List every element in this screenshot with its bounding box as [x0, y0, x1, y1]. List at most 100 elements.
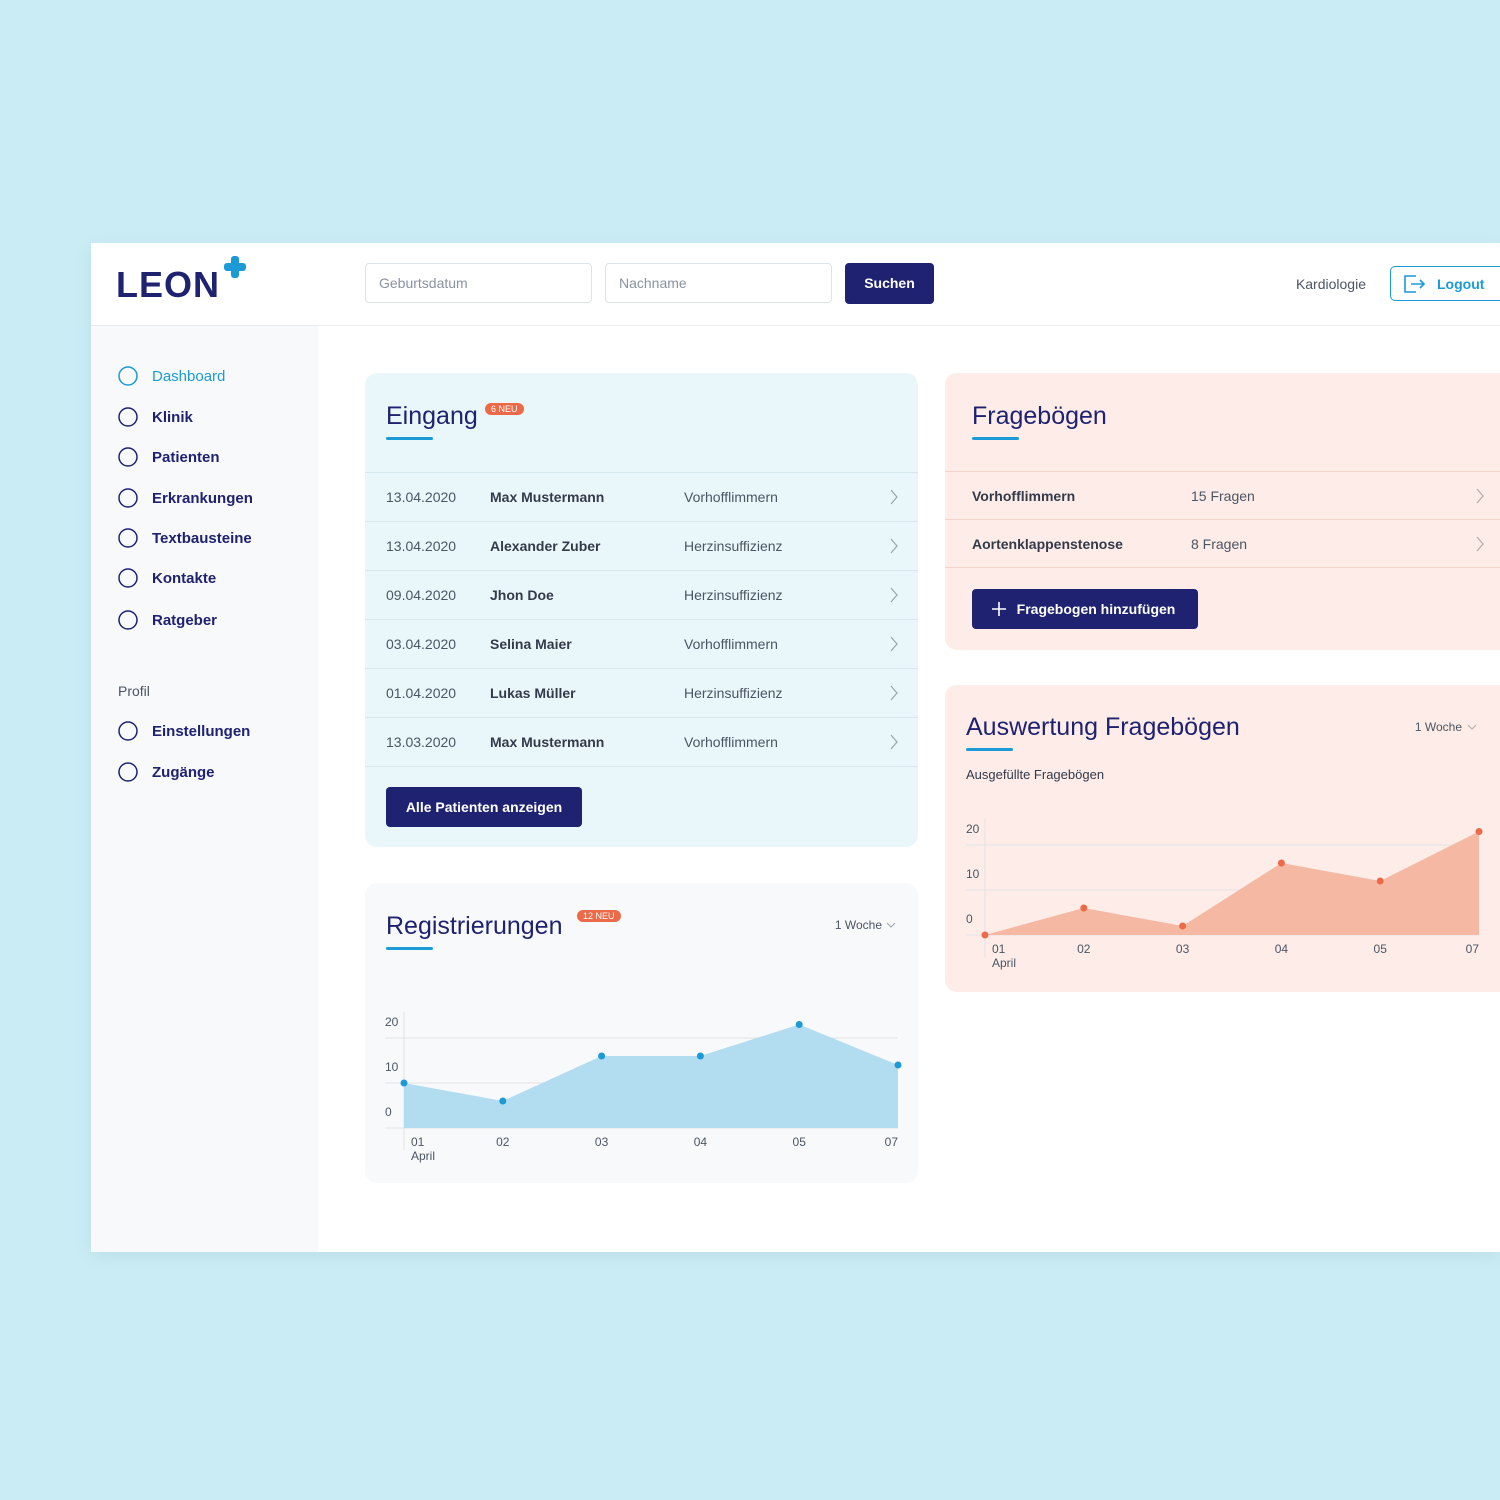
x-tick-label: 03: [595, 1135, 609, 1149]
row-divider: [365, 521, 918, 522]
row-name[interactable]: Aortenklappenstenose: [972, 536, 1123, 552]
row-name[interactable]: Selina Maier: [490, 636, 572, 652]
nav-item[interactable]: Textbausteine: [152, 530, 252, 547]
registrations-card: [365, 883, 918, 1183]
row-diagnosis[interactable]: Herzinsuffizienz: [684, 685, 783, 701]
x-axis-label: April: [992, 956, 1016, 970]
x-tick-label: 01: [992, 942, 1006, 956]
data-point: [400, 1079, 408, 1087]
department: Kardiologie: [1295, 276, 1366, 292]
title-underline: [386, 437, 433, 440]
evaluation-card: [945, 685, 1500, 992]
data-point: [1376, 877, 1384, 885]
profile-heading: Profil: [118, 683, 150, 699]
row-name[interactable]: Vorhofflimmern: [972, 488, 1076, 504]
row-divider: [365, 472, 918, 473]
select-chevron: [886, 922, 896, 928]
x-tick-label: 05: [1374, 942, 1388, 956]
x-axis-label: April: [411, 1149, 435, 1163]
row-diagnosis[interactable]: Herzinsuffizienz: [684, 538, 783, 554]
inbox-card: [365, 373, 918, 847]
row-name[interactable]: Alexander Zuber: [490, 538, 601, 554]
x-tick-label: 05: [793, 1135, 807, 1149]
row-date[interactable]: 13.04.2020: [386, 489, 457, 505]
card-title: Fragebögen: [972, 402, 1107, 430]
row-diagnosis[interactable]: Vorhofflimmern: [684, 734, 778, 750]
row-date[interactable]: 09.04.2020: [386, 587, 457, 603]
nav-icon: [118, 528, 138, 548]
x-tick-label: 07: [885, 1135, 899, 1149]
data-point: [1179, 922, 1187, 930]
badge: 6 NEU: [485, 403, 524, 415]
data-point: [598, 1052, 606, 1060]
area: [404, 1024, 898, 1128]
row-divider: [945, 519, 1500, 520]
card-title: Auswertung Fragebögen: [966, 713, 1240, 741]
data-point: [981, 931, 989, 939]
nav-item[interactable]: Erkrankungen: [152, 490, 253, 507]
data-point: [696, 1052, 704, 1060]
chart-subtitle: Ausgefüllte Fragebögen: [966, 767, 1105, 782]
y-tick-label: 10: [966, 867, 980, 881]
chevron: [890, 685, 898, 701]
chevron: [1476, 536, 1484, 552]
data-point: [499, 1097, 507, 1105]
x-tick-label: 02: [1077, 942, 1091, 956]
logo[interactable]: LEON: [116, 264, 221, 305]
row-date[interactable]: 03.04.2020: [386, 636, 457, 652]
chevron: [890, 538, 898, 554]
title-underline: [966, 748, 1013, 751]
nav-icon: [118, 366, 138, 386]
row-count[interactable]: 8 Fragen: [1191, 536, 1248, 552]
logout-label[interactable]: Logout: [1437, 276, 1485, 292]
search-input[interactable]: Geburtsdatum: [365, 263, 592, 303]
search-input[interactable]: Nachname: [605, 263, 832, 303]
sidebar: [91, 326, 318, 1252]
logout-button[interactable]: [1390, 266, 1500, 301]
chevron: [890, 489, 898, 505]
nav-item[interactable]: Kontakte: [152, 570, 217, 587]
nav-item[interactable]: Ratgeber: [152, 612, 218, 629]
period-select[interactable]: 1 Woche: [1414, 720, 1462, 734]
row-date[interactable]: 13.04.2020: [386, 538, 457, 554]
nav-item[interactable]: Dashboard: [152, 368, 226, 385]
row-name[interactable]: Jhon Doe: [490, 587, 554, 603]
row-diagnosis[interactable]: Vorhofflimmern: [684, 636, 778, 652]
row-date[interactable]: 13.03.2020: [386, 734, 457, 750]
x-tick-label: 04: [1275, 942, 1289, 956]
chevron: [1476, 488, 1484, 504]
row-divider: [365, 717, 918, 718]
nav-item[interactable]: Zugänge: [152, 764, 215, 781]
row-name[interactable]: Max Mustermann: [490, 489, 605, 505]
data-point: [1475, 828, 1483, 835]
row-name[interactable]: Max Mustermann: [490, 734, 605, 750]
period-select[interactable]: 1 Woche: [834, 918, 882, 932]
all-patients-button[interactable]: Alle Patienten anzeigen: [386, 787, 582, 827]
nav-icon: [118, 762, 138, 782]
nav-item[interactable]: Einstellungen: [152, 723, 251, 740]
y-tick-label: 0: [966, 912, 973, 926]
row-diagnosis[interactable]: Herzinsuffizienz: [684, 587, 783, 603]
y-tick-label: 20: [966, 822, 980, 836]
nav-icon: [118, 488, 138, 508]
chevron: [890, 734, 898, 750]
x-tick-label: 03: [1176, 942, 1190, 956]
row-name[interactable]: Lukas Müller: [490, 685, 576, 701]
add-questionnaire-button[interactable]: Fragebogen hinzufügen: [972, 589, 1198, 629]
row-divider: [945, 471, 1500, 472]
nav-icon: [118, 568, 138, 588]
nav-item[interactable]: Klinik: [152, 409, 193, 426]
card-title: Registrierungen: [386, 912, 563, 940]
logo-cross: [224, 256, 246, 278]
x-tick-label: 04: [694, 1135, 708, 1149]
row-diagnosis[interactable]: Vorhofflimmern: [684, 489, 778, 505]
card-title: Eingang: [386, 402, 478, 430]
row-count[interactable]: 15 Fragen: [1191, 488, 1255, 504]
plus-icon: [992, 602, 1006, 616]
x-tick-label: 02: [496, 1135, 510, 1149]
search-button[interactable]: Suchen: [845, 263, 934, 304]
row-date[interactable]: 01.04.2020: [386, 685, 457, 701]
data-point: [1277, 859, 1285, 867]
nav-item[interactable]: Patienten: [152, 449, 220, 466]
